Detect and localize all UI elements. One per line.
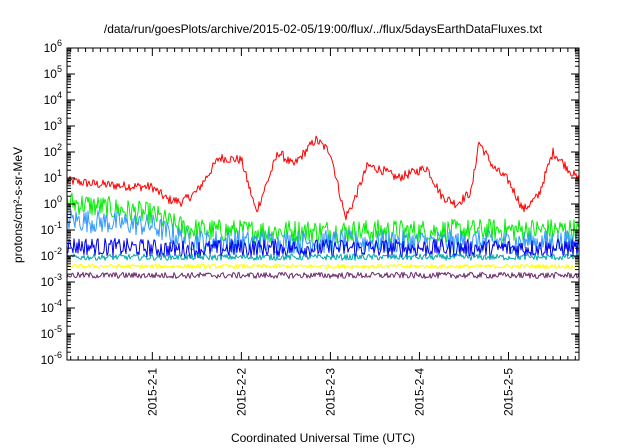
x-axis-title: Coordinated Universal Time (UTC) — [231, 431, 415, 445]
y-tick-label: 10-2 — [41, 246, 62, 263]
y-tick-label: 10-3 — [41, 272, 62, 289]
y-tick-exponent: -4 — [54, 298, 62, 308]
y-tick-base: 10 — [41, 249, 55, 263]
x-tick-label-group: 2015-2-3 — [323, 368, 337, 416]
plot-series-layer — [66, 135, 580, 279]
y-tick-exponent: 2 — [57, 142, 62, 152]
chart-title: /data/run/goesPlots/archive/2015-02-05/1… — [104, 22, 543, 36]
series-line-7 — [66, 271, 580, 279]
x-tick-label: 2015-2-4 — [413, 368, 427, 416]
y-tick-base: 10 — [41, 353, 55, 367]
y-tick-base: 10 — [41, 327, 55, 341]
y-tick-label: 104 — [44, 90, 62, 107]
y-tick-label: 101 — [44, 168, 62, 185]
y-tick-label: 10-4 — [41, 298, 62, 315]
series-line-3 — [66, 209, 580, 254]
y-tick-base: 10 — [44, 93, 58, 107]
y-tick-exponent: -2 — [54, 246, 62, 256]
y-tick-exponent: 4 — [57, 90, 62, 100]
x-tick-label: 2015-2-5 — [502, 368, 516, 416]
y-axis-title: protons/cm²-s-sr-MeV — [11, 147, 25, 263]
series-line-2 — [66, 192, 580, 244]
series-line-4 — [66, 237, 580, 259]
x-tick-label-group: 2015-2-5 — [502, 368, 516, 416]
y-tick-label: 100 — [44, 194, 62, 211]
y-tick-base: 10 — [44, 67, 58, 81]
y-tick-base: 10 — [44, 41, 58, 55]
y-tick-label: 105 — [44, 64, 62, 81]
y-tick-exponent: 3 — [57, 116, 62, 126]
y-tick-base: 10 — [44, 171, 58, 185]
y-tick-exponent: -5 — [54, 324, 62, 334]
y-tick-label: 103 — [44, 116, 62, 133]
y-tick-base: 10 — [44, 145, 58, 159]
y-tick-exponent: 1 — [57, 168, 62, 178]
y-tick-label: 102 — [44, 142, 62, 159]
x-tick-label: 2015-2-2 — [234, 368, 248, 416]
y-tick-exponent: -1 — [54, 220, 62, 230]
y-tick-base: 10 — [41, 275, 55, 289]
y-tick-label: 10-6 — [41, 350, 62, 367]
y-tick-label: 106 — [44, 38, 62, 55]
plot-frame — [66, 47, 580, 361]
y-tick-exponent: -6 — [54, 350, 62, 360]
y-tick-base: 10 — [44, 119, 58, 133]
y-tick-label: 10-5 — [41, 324, 62, 341]
x-tick-label: 2015-2-3 — [323, 368, 337, 416]
y-tick-exponent: 0 — [57, 194, 62, 204]
x-tick-label: 2015-2-1 — [145, 368, 159, 416]
y-tick-exponent: 6 — [57, 38, 62, 48]
series-line-6 — [66, 263, 580, 269]
y-tick-base: 10 — [41, 223, 55, 237]
series-line-5 — [66, 253, 580, 261]
tick-layer: 10-610-510-410-310-210-11001011021031041… — [41, 38, 579, 416]
y-axis-title-group: protons/cm²-s-sr-MeV — [11, 147, 25, 263]
x-tick-label-group: 2015-2-4 — [413, 368, 427, 416]
y-tick-exponent: 5 — [57, 64, 62, 74]
y-tick-base: 10 — [44, 197, 58, 211]
x-tick-label-group: 2015-2-1 — [145, 368, 159, 416]
x-tick-label-group: 2015-2-2 — [234, 368, 248, 416]
y-tick-exponent: -3 — [54, 272, 62, 282]
y-tick-base: 10 — [41, 301, 55, 315]
series-line-1 — [66, 135, 580, 221]
y-tick-label: 10-1 — [41, 220, 62, 237]
